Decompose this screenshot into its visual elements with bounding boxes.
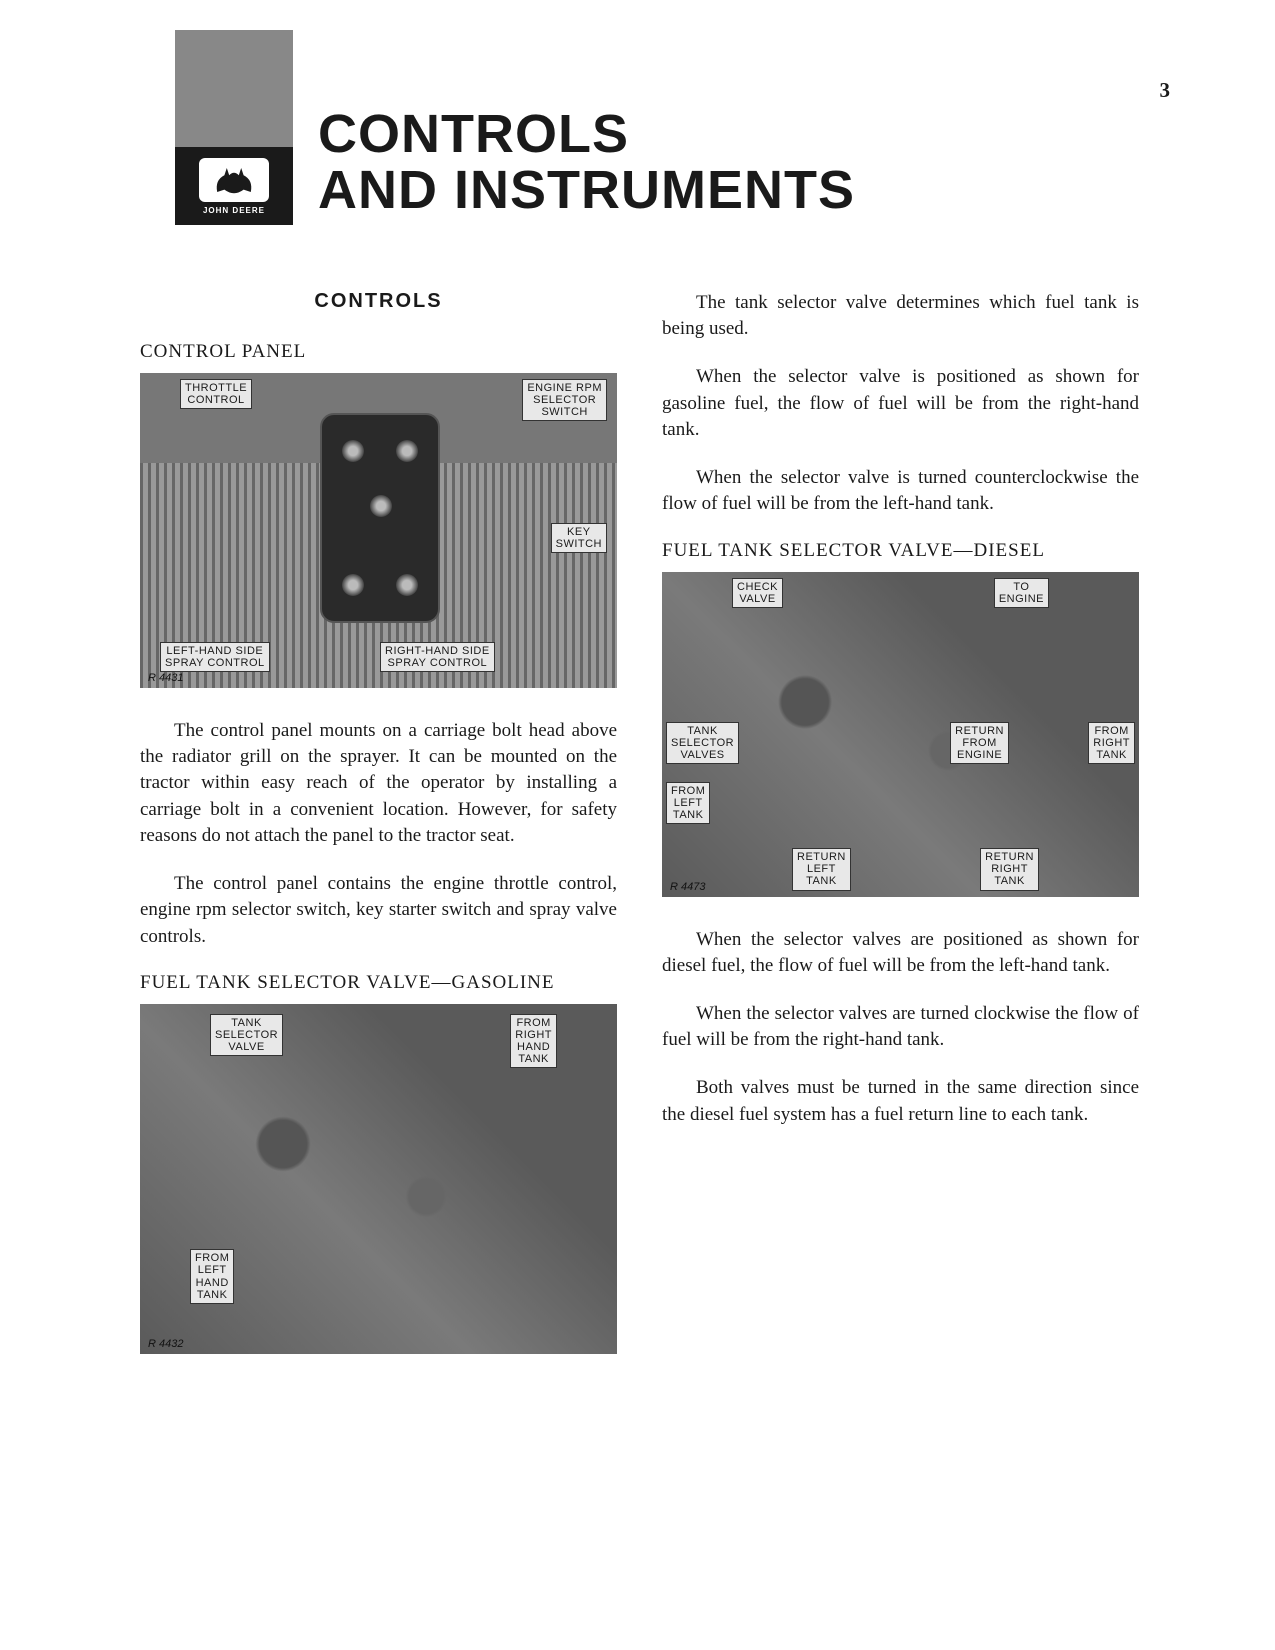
paragraph: Both valves must be turned in the same d… bbox=[662, 1075, 1139, 1127]
title-line-1: CONTROLS bbox=[318, 106, 855, 163]
callout-rpm: ENGINE RPM SELECTOR SWITCH bbox=[522, 379, 607, 421]
section-heading-controls: CONTROLS bbox=[140, 290, 617, 313]
knob-icon bbox=[342, 440, 364, 462]
callout-return-left: RETURN LEFT TANK bbox=[792, 848, 851, 890]
callout-right-spray: RIGHT-HAND SIDE SPRAY CONTROL bbox=[380, 642, 495, 672]
paragraph: The control panel contains the engine th… bbox=[140, 871, 617, 950]
paragraph: When the selector valves are positioned … bbox=[662, 927, 1139, 979]
paragraph: When the selector valve is positioned as… bbox=[662, 364, 1139, 443]
callout-selector: TANK SELECTOR VALVE bbox=[210, 1014, 283, 1056]
deer-icon bbox=[199, 158, 269, 202]
brand-text: JOHN DEERE bbox=[203, 206, 265, 215]
knob-icon bbox=[370, 495, 392, 517]
subhead-diesel: FUEL TANK SELECTOR VALVE—DIESEL bbox=[662, 540, 1139, 562]
callout-key: KEY SWITCH bbox=[551, 523, 607, 553]
figure-id: R 4431 bbox=[148, 672, 183, 684]
figure-diesel-valve: CHECK VALVE TO ENGINE TANK SELECTOR VALV… bbox=[662, 572, 1139, 897]
logo-strip: JOHN DEERE bbox=[175, 30, 293, 225]
knob-icon bbox=[396, 574, 418, 596]
callout-selector-valves: TANK SELECTOR VALVES bbox=[666, 722, 739, 764]
callout-check-valve: CHECK VALVE bbox=[732, 578, 783, 608]
paragraph: When the selector valve is turned counte… bbox=[662, 465, 1139, 517]
knob-icon bbox=[342, 574, 364, 596]
right-column: The tank selector valve determines which… bbox=[662, 290, 1139, 1384]
control-panel-box-graphic bbox=[320, 413, 440, 623]
callout-from-right: FROM RIGHT HAND TANK bbox=[510, 1014, 557, 1068]
page-number: 3 bbox=[1160, 78, 1171, 103]
figure-control-panel: THROTTLE CONTROL ENGINE RPM SELECTOR SWI… bbox=[140, 373, 617, 688]
figure-id: R 4473 bbox=[670, 881, 705, 893]
subhead-control-panel: CONTROL PANEL bbox=[140, 341, 617, 363]
left-column: CONTROLS CONTROL PANEL THROTTLE CONTROL … bbox=[140, 290, 617, 1384]
callout-left-spray: LEFT-HAND SIDE SPRAY CONTROL bbox=[160, 642, 270, 672]
brand-logo: JOHN DEERE bbox=[175, 147, 293, 225]
content-columns: CONTROLS CONTROL PANEL THROTTLE CONTROL … bbox=[140, 290, 1140, 1384]
knob-icon bbox=[396, 440, 418, 462]
callout-from-right: FROM RIGHT TANK bbox=[1088, 722, 1135, 764]
page-title: CONTROLS AND INSTRUMENTS bbox=[318, 106, 855, 225]
title-line-2: AND INSTRUMENTS bbox=[318, 162, 855, 219]
callout-from-left: FROM LEFT HAND TANK bbox=[190, 1249, 234, 1303]
callout-to-engine: TO ENGINE bbox=[994, 578, 1049, 608]
page-header: JOHN DEERE CONTROLS AND INSTRUMENTS bbox=[175, 30, 855, 225]
paragraph: When the selector valves are turned cloc… bbox=[662, 1001, 1139, 1053]
subhead-gasoline: FUEL TANK SELECTOR VALVE—GASOLINE bbox=[140, 972, 617, 994]
callout-return-right: RETURN RIGHT TANK bbox=[980, 848, 1039, 890]
figure-id: R 4432 bbox=[148, 1338, 183, 1350]
paragraph: The tank selector valve determines which… bbox=[662, 290, 1139, 342]
figure-gasoline-valve: TANK SELECTOR VALVE FROM RIGHT HAND TANK… bbox=[140, 1004, 617, 1354]
callout-throttle: THROTTLE CONTROL bbox=[180, 379, 252, 409]
callout-return-engine: RETURN FROM ENGINE bbox=[950, 722, 1009, 764]
paragraph: The control panel mounts on a carriage b… bbox=[140, 718, 617, 849]
callout-from-left: FROM LEFT TANK bbox=[666, 782, 710, 824]
